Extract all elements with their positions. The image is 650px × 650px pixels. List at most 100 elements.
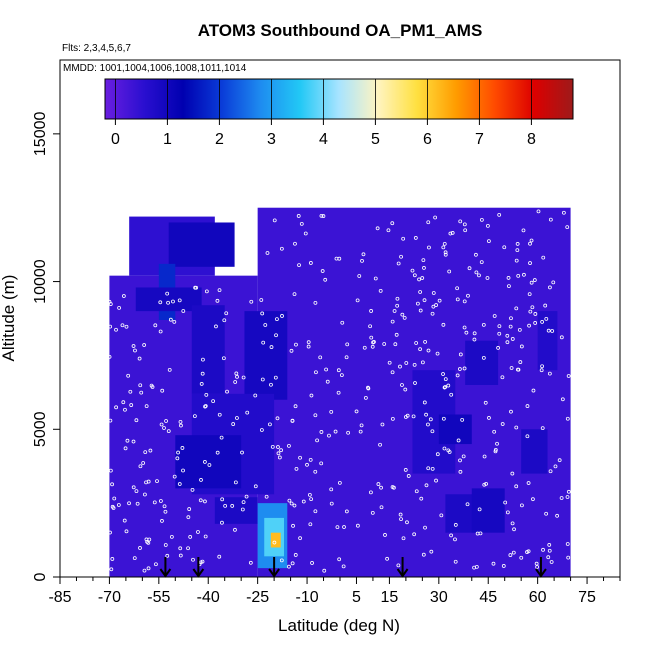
sample-point <box>235 374 239 379</box>
sample-point <box>528 309 533 314</box>
sample-point <box>200 559 205 564</box>
sample-point <box>505 510 510 515</box>
sample-point <box>447 450 452 454</box>
sample-point <box>506 276 511 280</box>
sample-point <box>129 403 134 407</box>
sample-point <box>149 383 154 388</box>
sample-point <box>447 269 452 274</box>
sample-point <box>327 433 331 438</box>
sample-point <box>160 519 164 523</box>
sample-point <box>217 554 222 559</box>
x-axis: -85 -70 -55 -40 -25 -10 5 15 30 45 60 75 <box>48 576 621 606</box>
colorbar: 0 1 2 3 4 5 6 7 8 <box>104 78 574 148</box>
sample-point <box>511 550 516 555</box>
sample-point <box>178 420 183 424</box>
y-tick-label: 5000 <box>32 411 49 447</box>
arrow-head <box>535 568 547 578</box>
sample-point <box>306 340 311 345</box>
sample-point <box>108 418 113 423</box>
sample-point <box>336 390 341 395</box>
sample-point <box>144 404 149 408</box>
sample-point <box>323 277 328 282</box>
sample-point <box>168 317 173 322</box>
sample-point <box>528 261 532 265</box>
sample-point <box>133 348 137 353</box>
sample-point <box>474 270 479 275</box>
sample-point <box>398 364 402 369</box>
sample-point <box>204 392 209 397</box>
sample-point <box>437 298 442 303</box>
sample-point <box>324 367 328 372</box>
sample-point <box>420 360 425 365</box>
sample-point <box>308 261 313 265</box>
sample-point <box>188 535 193 539</box>
sample-point <box>313 469 318 474</box>
sample-point <box>204 289 209 294</box>
sample-point <box>169 534 174 539</box>
sample-point <box>510 337 515 341</box>
sample-point <box>207 463 212 467</box>
sample-point <box>405 520 409 525</box>
sample-point <box>158 499 163 503</box>
sample-point <box>565 225 570 230</box>
sample-point <box>138 383 143 388</box>
sample-point <box>310 561 314 565</box>
sample-point <box>155 479 159 483</box>
sample-point <box>335 525 340 530</box>
x-tick-label: -70 <box>98 589 121 606</box>
sample-point <box>434 478 438 483</box>
sample-point <box>142 343 147 347</box>
sample-point <box>137 356 142 361</box>
sample-point <box>361 252 366 257</box>
sample-point <box>165 553 170 558</box>
chart-title: ATOM3 Southbound OA_PM1_AMS <box>198 21 483 40</box>
sample-point <box>277 455 282 460</box>
sample-point <box>435 351 440 356</box>
heatmap-cell <box>537 311 558 371</box>
sample-point <box>431 291 436 295</box>
sample-point <box>462 325 467 330</box>
sample-point <box>435 452 440 457</box>
sample-point <box>313 509 318 514</box>
sample-point <box>319 430 324 434</box>
sample-point <box>298 455 302 460</box>
sample-point <box>500 375 505 380</box>
sample-point <box>550 329 555 333</box>
sample-point <box>273 375 278 380</box>
sample-point <box>482 454 487 459</box>
sample-point <box>492 314 497 318</box>
sample-point <box>370 344 375 349</box>
arrow-head <box>396 568 409 578</box>
sample-point <box>390 416 395 421</box>
sample-point <box>442 385 447 390</box>
sample-point <box>139 390 144 395</box>
sample-point <box>559 496 564 500</box>
sample-point <box>203 534 208 539</box>
sample-point <box>158 300 163 305</box>
sample-point <box>497 213 502 217</box>
sample-point <box>325 379 330 384</box>
colorbar-gradient <box>104 78 574 120</box>
sample-point <box>508 324 513 329</box>
sample-point <box>362 345 367 350</box>
sample-point <box>279 448 283 453</box>
sample-point <box>120 323 125 328</box>
sample-point <box>315 438 319 443</box>
heatmap-cell <box>465 340 499 385</box>
sample-point <box>551 280 556 285</box>
sample-point <box>360 258 364 263</box>
sample-point <box>368 324 373 329</box>
sample-point <box>269 345 274 349</box>
sample-point <box>329 501 334 506</box>
sample-point <box>426 348 431 353</box>
sample-point <box>520 503 524 508</box>
heatmap-cell <box>191 305 225 394</box>
y-axis-label: Altitude (m) <box>0 275 18 362</box>
y-tick-label: 0 <box>32 572 49 581</box>
sample-point <box>163 543 168 547</box>
sample-point <box>292 503 297 508</box>
sample-point <box>108 302 113 306</box>
sample-point <box>240 450 244 455</box>
sample-point <box>428 417 433 422</box>
